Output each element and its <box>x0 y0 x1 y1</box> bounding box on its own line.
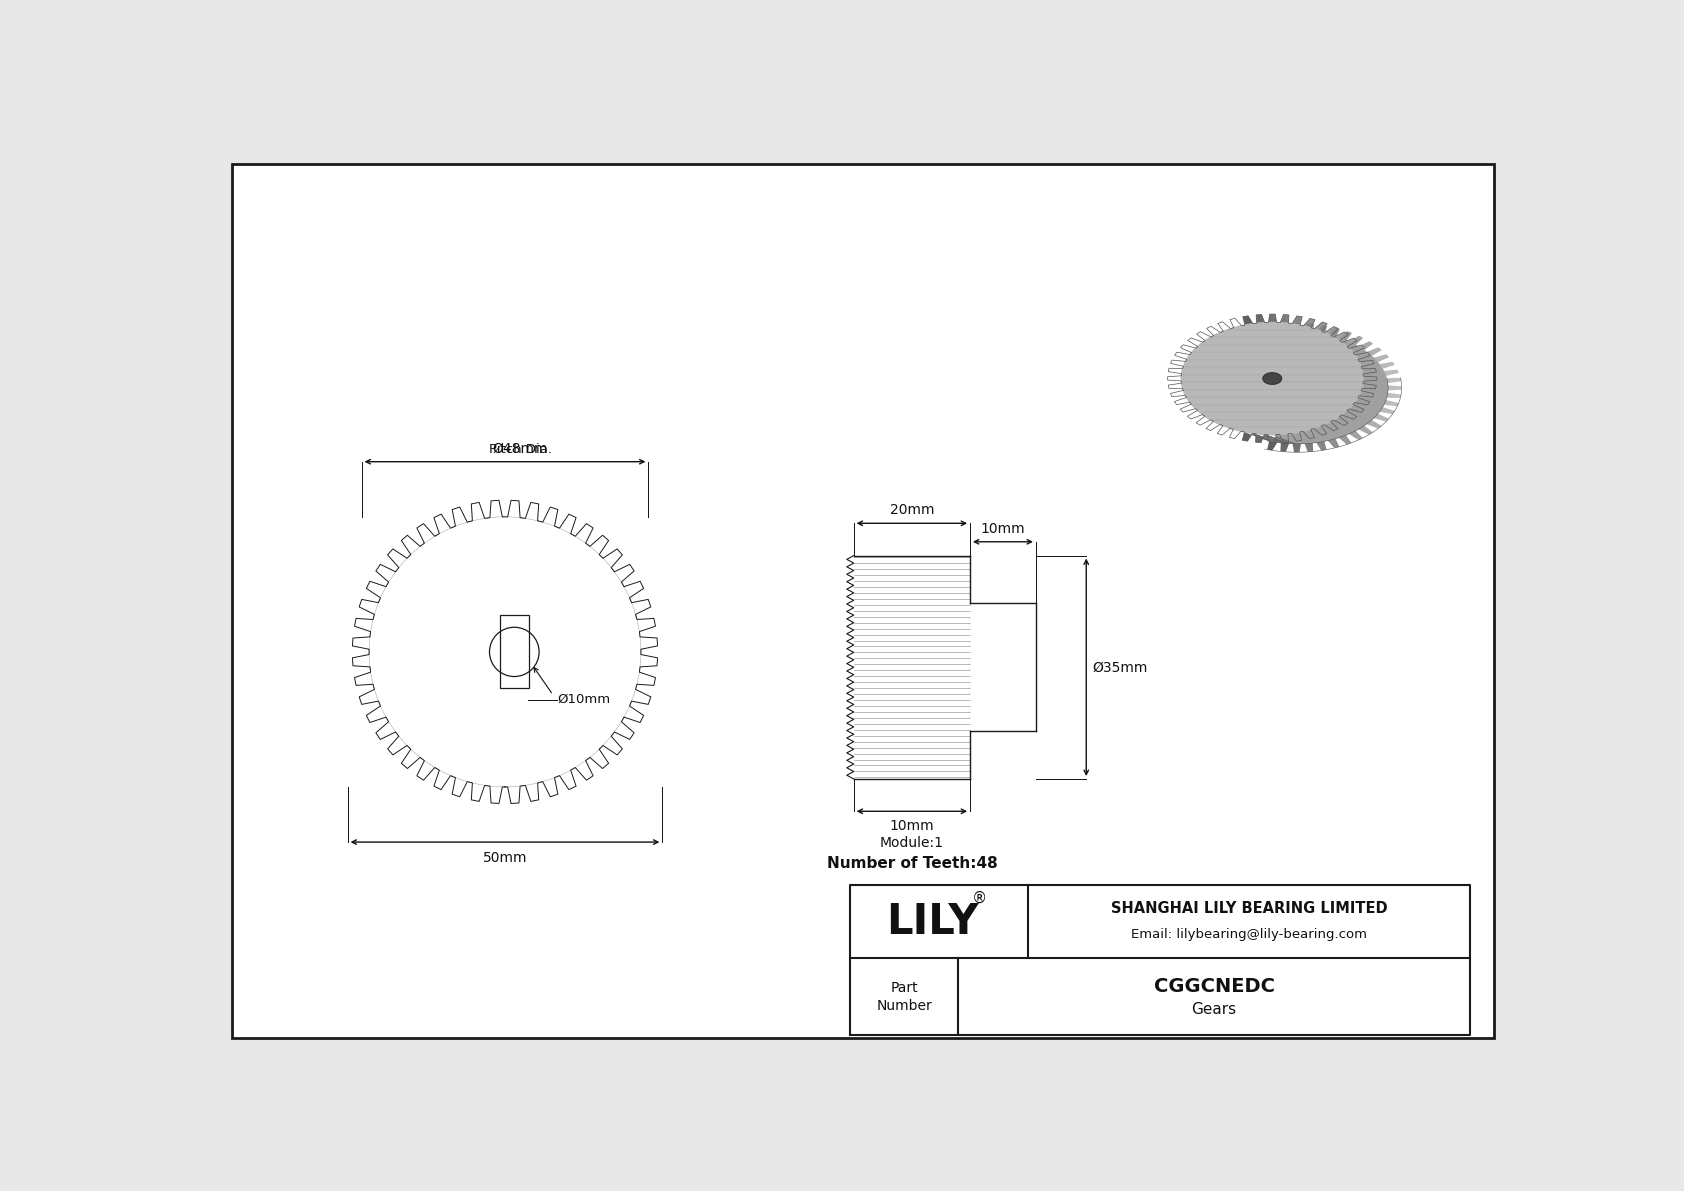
Polygon shape <box>1359 389 1399 406</box>
Text: Ø35mm: Ø35mm <box>1093 660 1148 674</box>
Text: Number: Number <box>876 999 931 1014</box>
Text: Ø10mm: Ø10mm <box>557 693 610 706</box>
Text: 50mm: 50mm <box>483 852 527 866</box>
Text: LILY: LILY <box>886 900 978 943</box>
Polygon shape <box>1271 323 1388 444</box>
Polygon shape <box>1359 361 1399 378</box>
Polygon shape <box>1263 373 1282 385</box>
Polygon shape <box>1354 353 1394 370</box>
Polygon shape <box>1266 314 1303 332</box>
Polygon shape <box>1324 326 1362 345</box>
Text: 10mm: 10mm <box>889 819 935 833</box>
Polygon shape <box>1361 382 1401 399</box>
Polygon shape <box>1302 429 1339 448</box>
Polygon shape <box>1243 431 1280 450</box>
Text: Number of Teeth:48: Number of Teeth:48 <box>827 856 997 871</box>
Polygon shape <box>1314 322 1352 342</box>
Polygon shape <box>1243 316 1280 335</box>
Polygon shape <box>1290 316 1327 335</box>
Polygon shape <box>1255 434 1292 451</box>
Polygon shape <box>1332 332 1372 351</box>
Polygon shape <box>1266 435 1303 453</box>
Polygon shape <box>1312 425 1352 444</box>
Polygon shape <box>1347 404 1389 422</box>
Text: Module:1: Module:1 <box>879 836 943 850</box>
Ellipse shape <box>1263 373 1282 385</box>
Polygon shape <box>1349 345 1389 363</box>
Polygon shape <box>1278 314 1315 332</box>
Text: Ø48mm: Ø48mm <box>493 442 549 455</box>
Text: ®: ® <box>972 891 987 906</box>
Polygon shape <box>1332 416 1372 435</box>
Text: 10mm: 10mm <box>980 522 1026 536</box>
Polygon shape <box>1362 368 1401 385</box>
Polygon shape <box>1278 434 1315 451</box>
FancyBboxPatch shape <box>232 164 1494 1039</box>
Text: Pitch Dia.: Pitch Dia. <box>488 428 552 455</box>
Polygon shape <box>1362 375 1401 392</box>
Polygon shape <box>1180 323 1364 435</box>
Polygon shape <box>1290 431 1327 450</box>
FancyBboxPatch shape <box>500 616 529 688</box>
Polygon shape <box>1340 338 1383 357</box>
Polygon shape <box>1302 318 1340 337</box>
Polygon shape <box>1255 314 1292 332</box>
Text: 20mm: 20mm <box>889 503 935 517</box>
Text: CGGCNEDC: CGGCNEDC <box>1154 978 1275 997</box>
Text: Gears: Gears <box>1192 1003 1236 1017</box>
Polygon shape <box>1340 410 1381 429</box>
Polygon shape <box>1322 420 1362 439</box>
Polygon shape <box>1354 397 1394 414</box>
Text: Part: Part <box>891 980 918 994</box>
Text: Email: lilybearing@lily-bearing.com: Email: lilybearing@lily-bearing.com <box>1132 928 1367 941</box>
Text: SHANGHAI LILY BEARING LIMITED: SHANGHAI LILY BEARING LIMITED <box>1111 902 1388 916</box>
